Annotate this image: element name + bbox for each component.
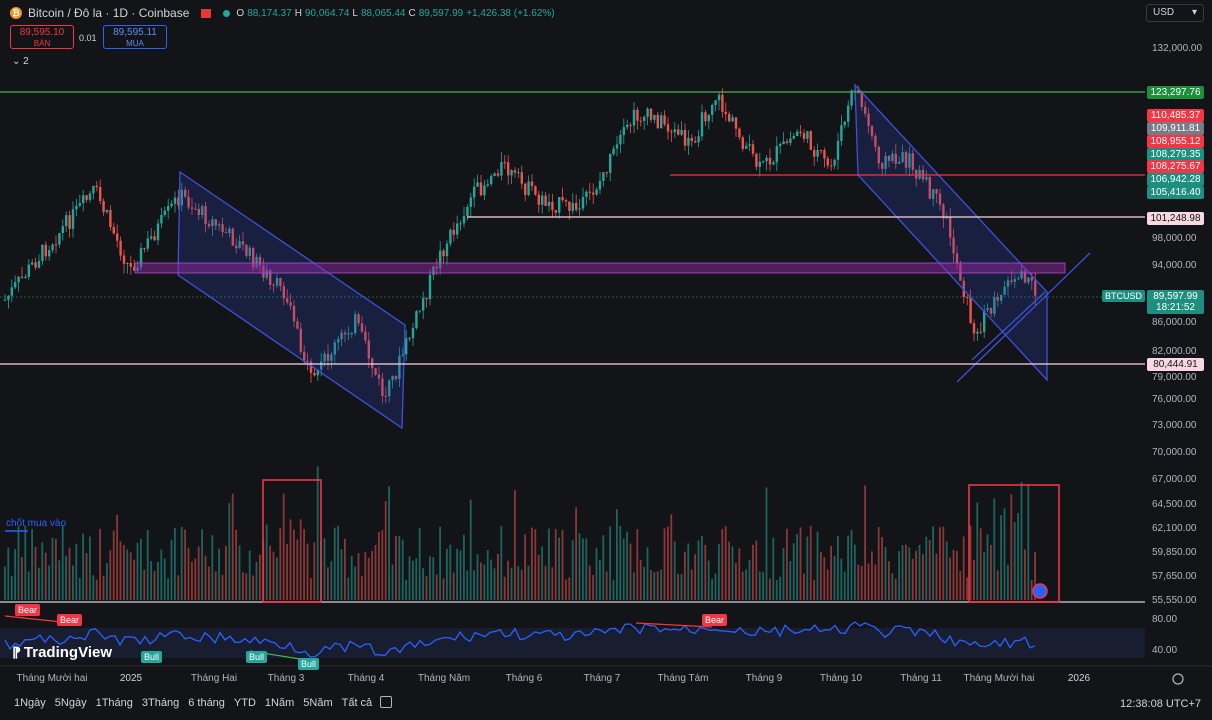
price-tag: 110,485.37 (1147, 109, 1204, 122)
resistance-zone[interactable] (134, 262, 1066, 274)
price-tag: 123,297.76 (1147, 86, 1204, 99)
rsi-axis-label: 80.00 (1152, 614, 1178, 625)
time-axis-label: Tháng Tám (657, 673, 709, 684)
timeframe-button[interactable]: 3Tháng (141, 697, 180, 709)
bear-divergence-2 (635, 622, 713, 628)
time-axis-label: Tháng 9 (745, 673, 783, 684)
currency-label: USD (1153, 7, 1175, 18)
price-tag: 18:21:52 (1147, 301, 1204, 314)
timeframe-button[interactable]: 5Ngày (54, 697, 87, 709)
settings-icon[interactable] (1172, 673, 1184, 685)
timeframe-bar: 1Ngày 5Ngày 1Tháng 3Tháng 6 tháng YTD 1Năm 5Năm… (14, 697, 372, 709)
ascending-trendline[interactable] (956, 252, 1091, 383)
time-axis-label: 2025 (119, 673, 143, 684)
calendar-icon[interactable] (380, 696, 392, 708)
symbol-label: BTCUSD (1102, 290, 1146, 302)
logo-text: TradingView (23, 644, 113, 661)
bear-badge: Bear (57, 614, 83, 626)
spread-value: 0.01 (79, 33, 97, 43)
time-axis-label: Tháng 4 (347, 673, 385, 684)
price-axis-label: 57,650.00 (1152, 571, 1197, 582)
chevron-down-icon: ▾ (1191, 7, 1197, 18)
timeframe-button[interactable]: 1Năm (264, 697, 295, 709)
time-axis-label: Tháng 7 (583, 673, 621, 684)
symbol-title[interactable]: Bitcoin / Đô la · 1D · Coinbase (28, 6, 190, 20)
bull-badge: Bull (246, 651, 268, 663)
bull-badge: Bull (298, 658, 320, 670)
clock: 12:38:08 UTC+7 (1120, 698, 1202, 710)
volume-note: chốt mua vào (6, 518, 67, 529)
time-axis-label: Tháng 3 (267, 673, 305, 684)
timeframe-button[interactable]: 6 tháng (188, 697, 225, 709)
price-tag: 109,911.81 (1147, 122, 1204, 135)
tradingview-logo: ⁋ TradingView (12, 644, 112, 661)
price-axis-label: 86,000.00 (1152, 317, 1197, 328)
flag-icon[interactable] (201, 8, 212, 18)
price-tag: 106,942.28 (1147, 173, 1204, 186)
time-axis-label: Tháng Mười hai (963, 673, 1035, 684)
rsi-axis-label: 40.00 (1152, 645, 1178, 656)
price-axis-label: 64,500.00 (1152, 499, 1197, 510)
price-tag: 108,275.67 (1147, 160, 1204, 173)
timeframe-button[interactable]: 5Năm (303, 697, 333, 709)
time-axis-label: Tháng 11 (900, 673, 942, 684)
time-axis-label: Tháng Hai (190, 673, 238, 684)
indicators-toggle[interactable]: ⌄ 2 (12, 56, 29, 67)
price-axis-label: 62,100.00 (1152, 523, 1197, 534)
price-tag: 105,416.40 (1147, 186, 1204, 199)
price-axis-label: 98,000.00 (1152, 233, 1197, 244)
timeframe-button[interactable]: 1Ngày (14, 697, 46, 709)
flag-marker-icon[interactable] (1032, 583, 1048, 599)
volume-bars (4, 466, 1036, 600)
price-tag: 80,444.91 (1147, 358, 1204, 371)
price-tag: 89,597.99 (1147, 290, 1204, 303)
buy-button[interactable]: 89,595.11 MUA (103, 25, 167, 49)
price-axis-label: 67,000.00 (1152, 474, 1197, 485)
price-axis-label: 76,000.00 (1152, 394, 1197, 405)
time-axis-label: Tháng Năm (417, 673, 471, 684)
price-axis-label: 70,000.00 (1152, 447, 1197, 458)
indicator-count: 2 (23, 56, 29, 67)
price-axis-label: 73,000.00 (1152, 420, 1197, 431)
bull-badge: Bull (141, 651, 163, 663)
price-tag: 101,248.98 (1147, 212, 1204, 225)
price-axis-label: 59,850.00 (1152, 547, 1197, 558)
volume-highlight-1[interactable] (262, 479, 322, 603)
time-axis-label: 2026 (1067, 673, 1091, 684)
price-axis-label: 94,000.00 (1152, 260, 1197, 271)
timeframe-button[interactable]: 1Tháng (95, 697, 133, 709)
price-tag: 108,279.35 (1147, 148, 1204, 161)
currency-select[interactable]: USD ▾ (1146, 4, 1204, 22)
bear-divergence-1 (4, 615, 63, 623)
rsi-line (4, 621, 1036, 658)
volume-highlight-2[interactable] (968, 484, 1060, 603)
candlesticks (3, 85, 1037, 404)
symbol-header: ₿ Bitcoin / Đô la · 1D · Coinbase O 88,17… (0, 0, 1140, 26)
descending-channel-2[interactable] (854, 83, 1048, 382)
tradingview-logo-icon: ⁋ (12, 644, 21, 660)
time-axis-label: Tháng 6 (505, 673, 543, 684)
sell-button[interactable]: 89,595.10 BÁN (10, 25, 74, 49)
descending-channel-1[interactable] (177, 170, 406, 430)
ohlc-values: O 88,174.37 H 90,064.74 L 88,065.44 C 89,597… (236, 7, 555, 19)
price-axis-label: 132,000.00 (1152, 43, 1203, 54)
price-tag: 108,955.12 (1147, 135, 1204, 148)
bear-badge: Bear (15, 604, 41, 616)
chevron-down-icon: ⌄ (12, 56, 21, 67)
time-axis-label: Tháng Mười hai (16, 673, 88, 684)
price-axis-label: 79,000.00 (1152, 372, 1197, 383)
timeframe-button[interactable]: YTD (233, 697, 256, 709)
time-axis-label: Tháng 10 (819, 673, 863, 684)
timeframe-button[interactable]: Tất cả (341, 697, 373, 709)
bitcoin-icon: ₿ (10, 7, 22, 19)
bear-badge: Bear (702, 614, 728, 626)
price-axis-label: 82,000.00 (1152, 346, 1197, 357)
market-open-icon (223, 9, 231, 17)
price-axis-label: 55,550.00 (1152, 595, 1197, 606)
inner-trendline[interactable] (971, 291, 1046, 361)
